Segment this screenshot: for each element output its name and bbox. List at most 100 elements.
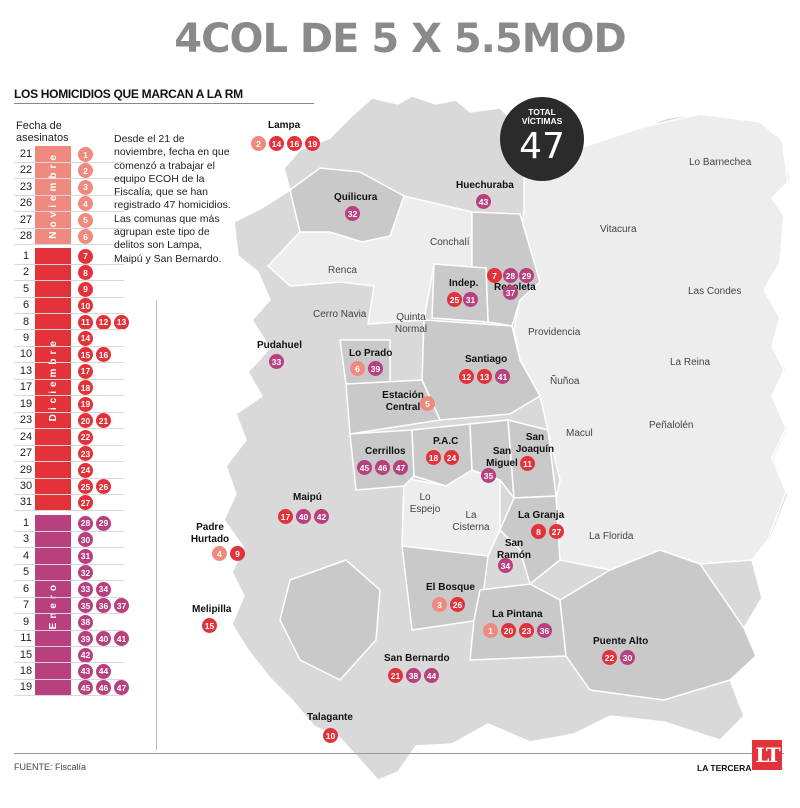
row-separator bbox=[14, 547, 124, 549]
comuna-label-talagante: Talagante bbox=[307, 712, 353, 723]
row-separator bbox=[14, 613, 124, 615]
comuna-label-lo-prado: Lo Prado bbox=[349, 348, 393, 359]
victim-badge: 27 bbox=[78, 495, 93, 511]
victim-badges: 18 bbox=[78, 380, 93, 396]
victim-group-melipilla: 15 bbox=[202, 618, 217, 633]
victim-badge: 25 bbox=[447, 292, 462, 307]
date-row: 24 22 bbox=[14, 429, 93, 445]
date-value: 2 bbox=[22, 266, 30, 279]
row-separator bbox=[14, 428, 124, 430]
total-victims-circle: TOTAL VÍCTIMAS 47 bbox=[500, 97, 584, 181]
date-value: 24 bbox=[19, 430, 33, 443]
victim-group-indep: 25 31 bbox=[447, 292, 497, 326]
date-value: 27 bbox=[19, 213, 33, 226]
victim-group-puente-alto: 22 30 bbox=[602, 650, 635, 665]
victim-group-lampa: 2 14 16 19 bbox=[251, 136, 320, 151]
victim-badges: 30 bbox=[78, 532, 93, 548]
victim-badge: 26 bbox=[96, 479, 111, 494]
victim-group-huechuraba: 43 bbox=[476, 194, 491, 209]
comuna-label-san-miguel: San Miguel bbox=[486, 446, 518, 469]
victim-badge: 11 bbox=[520, 456, 535, 471]
victim-badges: 20 21 bbox=[78, 413, 111, 429]
date-value: 17 bbox=[19, 381, 33, 394]
date-row: 28 6 bbox=[14, 228, 93, 245]
date-row: 13 17 bbox=[14, 363, 93, 379]
date-row: 23 20 21 bbox=[14, 412, 111, 429]
date-row: 6 33 34 bbox=[14, 581, 111, 597]
victim-badge: 41 bbox=[114, 631, 129, 647]
victim-badge: 14 bbox=[78, 330, 93, 346]
date-value: 28 bbox=[19, 230, 33, 243]
date-row: 1 28 29 bbox=[14, 515, 111, 531]
date-value: 23 bbox=[19, 180, 33, 193]
comuna-label-huechuraba: Huechuraba bbox=[456, 180, 514, 191]
map-sanmiguel bbox=[469, 419, 515, 501]
comuna-label-estación-central: Estación Central bbox=[382, 390, 424, 413]
brand-name: LA TERCERA bbox=[697, 763, 752, 773]
victim-badge: 12 bbox=[459, 369, 474, 384]
date-value: 5 bbox=[22, 282, 30, 295]
date-value: 31 bbox=[19, 496, 33, 509]
month-label: Enero bbox=[48, 581, 59, 630]
comuna-label-melipilla: Melipilla bbox=[192, 604, 232, 615]
comuna-label-ñuñoa: Ñuñoa bbox=[550, 376, 580, 387]
victim-group-maipú: 17 40 42 bbox=[278, 509, 329, 524]
row-separator bbox=[14, 161, 124, 163]
victim-badges: 6 bbox=[78, 229, 93, 245]
victim-badges: 45 46 47 bbox=[78, 680, 129, 696]
comuna-label-conchalí: Conchalí bbox=[430, 237, 470, 248]
date-row: 22 2 bbox=[14, 162, 93, 179]
victim-badge: 45 bbox=[357, 460, 372, 475]
comuna-label-la-granja: La Granja bbox=[518, 510, 565, 521]
comuna-label-providencia: Providencia bbox=[528, 327, 581, 338]
date-row: 19 45 46 47 bbox=[14, 679, 129, 696]
date-value: 26 bbox=[19, 197, 33, 210]
victim-badges: 5 bbox=[78, 212, 93, 228]
row-separator bbox=[14, 329, 124, 331]
date-row: 15 42 bbox=[14, 647, 93, 663]
victim-badge: 44 bbox=[424, 668, 439, 683]
victim-badges: 27 bbox=[78, 495, 93, 511]
date-row: 29 24 bbox=[14, 462, 93, 478]
victim-badge: 4 bbox=[212, 546, 227, 561]
victim-badge: 19 bbox=[78, 396, 93, 412]
victim-badge: 47 bbox=[393, 460, 408, 475]
victim-badge: 24 bbox=[78, 462, 93, 478]
victim-group-el-bosque: 3 26 bbox=[432, 597, 465, 612]
row-separator bbox=[14, 280, 124, 282]
comuna-label-la-pintana: La Pintana bbox=[492, 609, 543, 620]
date-value: 11 bbox=[20, 632, 32, 645]
victim-badges: 9 bbox=[78, 281, 93, 297]
victim-badges: 42 bbox=[78, 647, 93, 663]
victim-group-santiago: 12 13 41 bbox=[459, 369, 510, 384]
row-separator bbox=[14, 395, 124, 397]
victim-badge: 13 bbox=[477, 369, 492, 384]
row-separator bbox=[14, 510, 124, 512]
date-value: 4 bbox=[22, 549, 30, 562]
row-separator bbox=[14, 629, 124, 631]
victim-badges: 4 bbox=[78, 196, 93, 212]
map-quilicura bbox=[289, 167, 405, 243]
date-value: 9 bbox=[22, 615, 30, 628]
victim-group-san-miguel: 35 bbox=[481, 468, 496, 483]
victim-badges: 1 bbox=[78, 147, 93, 162]
victim-badge: 2 bbox=[251, 136, 266, 151]
victim-badges: 24 bbox=[78, 462, 93, 478]
comuna-label-lampa: Lampa bbox=[268, 120, 301, 131]
victim-badges: 23 bbox=[78, 446, 93, 462]
date-row: 18 43 44 bbox=[14, 663, 111, 679]
victim-badges: 17 bbox=[78, 363, 93, 379]
date-value: 10 bbox=[19, 348, 33, 361]
date-value: 19 bbox=[19, 397, 33, 410]
comuna-label-padre-hurtado: Padre Hurtado bbox=[190, 522, 230, 545]
date-row: 30 25 26 bbox=[14, 478, 111, 494]
map-indep bbox=[431, 263, 489, 323]
victim-group-la-pintana: 1 20 23 36 bbox=[483, 623, 552, 638]
comuna-label-la-florida: La Florida bbox=[589, 531, 634, 542]
victim-badge: 4 bbox=[78, 196, 93, 212]
source-note: FUENTE: Fiscalía bbox=[14, 762, 87, 772]
row-separator bbox=[14, 662, 124, 664]
victim-badge: 45 bbox=[78, 680, 93, 696]
divider-vertical bbox=[156, 300, 157, 750]
victim-badges: 35 36 37 bbox=[78, 598, 129, 614]
